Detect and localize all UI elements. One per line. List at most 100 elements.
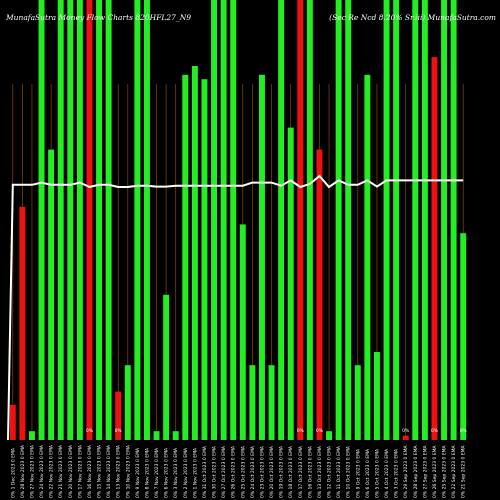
x-tick-label: 0% 5 Oct 2023 0 EMA [375, 448, 381, 498]
bar-up [57, 0, 64, 440]
bar-up [354, 365, 361, 440]
x-tick-label: 0% 12 Oct 2023 0 EMA [327, 445, 333, 498]
x-tick-label: 0% 21 Nov 2023 0 EMA [58, 444, 64, 498]
bar-up [67, 0, 74, 440]
bar-down [297, 0, 304, 440]
bar-up [220, 0, 227, 440]
x-tick-label: 0% 3 Nov 2023 0 EMA [173, 447, 179, 498]
bar-down [86, 0, 93, 440]
x-tick-label: 0% 29 Sep 2023 0 EMA [403, 444, 409, 498]
bar-up [153, 431, 160, 440]
marker-label: 0% [297, 428, 305, 434]
x-tick-labels: 0% 1 Dec 2023 0 EMA 0% 28 Nov 2023 0 EMA 0… [10, 444, 466, 498]
x-tick-label: 0% 8 Nov 2023 0 EMA [145, 447, 151, 498]
bar-up [191, 66, 198, 440]
x-tick-label: 0% 26 Sep 2023 0 EMA [432, 444, 438, 498]
bar-down [431, 57, 438, 440]
x-tick-label: 0% 28 Nov 2023 0 EMA [20, 444, 26, 498]
x-tick-label: 0% 30 Oct 2023 0 EMA [212, 445, 218, 498]
bar-up [239, 224, 246, 440]
bar-up [335, 0, 342, 440]
bar-up [258, 74, 265, 441]
x-tick-label: 0% 15 Nov 2023 0 EMA [97, 444, 103, 498]
x-tick-label: 0% 19 Oct 2023 0 EMA [279, 445, 285, 498]
x-tick-label: 0% 20 Oct 2023 0 EMA [269, 445, 275, 498]
x-tick-label: 0% 16 Oct 2023 0 EMA [307, 445, 313, 498]
x-tick-label: 0% 25 Sep 2023 0 EMA [442, 444, 448, 498]
bar-up [278, 0, 285, 440]
x-tick-label: 0% 21 Sep 2023 0 EMA [461, 444, 467, 498]
bar-down [9, 404, 16, 440]
bar-up [76, 0, 83, 440]
bar-down [402, 435, 409, 440]
bar-up [421, 0, 428, 440]
bar-up [441, 0, 448, 440]
bar-up [48, 149, 55, 440]
x-tick-label: 0% 25 Oct 2023 0 EMA [240, 445, 246, 498]
x-tick-label: 0% 1 Dec 2023 0 EMA [10, 447, 16, 498]
bar-up [373, 352, 380, 440]
bar-up [211, 0, 218, 440]
bar-up [163, 294, 170, 440]
bar-up [230, 0, 237, 440]
bar-up [172, 431, 179, 440]
bar-up [124, 365, 131, 440]
bar-up [345, 0, 352, 440]
money-flow-line [7, 174, 464, 441]
x-tick-label: 0% 22 Sep 2023 0 EMA [451, 444, 457, 498]
bar-up [38, 0, 45, 440]
marker-label: 0% [431, 428, 439, 434]
x-tick-label: 0% 10 Oct 2023 0 EMA [346, 445, 352, 498]
marker-label: 0% [86, 428, 94, 434]
bar-up [96, 0, 103, 440]
marker-label: 0% [316, 428, 324, 434]
x-tick-label: 0% 20 Nov 2023 0 EMA [68, 444, 74, 498]
bar-up [326, 431, 333, 440]
bar-up [460, 233, 467, 440]
x-tick-label: 0% 27 Nov 2023 0 EMA [30, 444, 36, 498]
x-tick-label: 0% 1 Nov 2023 0 EMA [192, 447, 198, 498]
x-tick-label: 0% 14 Nov 2023 0 EMA [106, 444, 112, 498]
bar-up [105, 0, 112, 440]
x-tick-label: 0% 13 Nov 2023 0 EMA [116, 444, 122, 498]
x-tick-label: 0% 10 Nov 2023 0 EMA [125, 444, 131, 498]
x-tick-label: 0% 17 Oct 2023 0 EMA [298, 445, 304, 498]
bar-up [143, 0, 150, 440]
x-tick-label: 0% 24 Nov 2023 0 EMA [39, 444, 45, 498]
chart-header-right: (Sec Re Ncd 8.20% Sr.iii) MunafaSutra.co… [329, 13, 496, 22]
marker-label: 0% [115, 428, 123, 434]
x-tick-label: 0% 6 Oct 2023 0 EMA [365, 448, 371, 498]
bar-up [28, 431, 35, 440]
x-tick-label: 0% 7 Nov 2023 0 EMA [154, 447, 160, 498]
x-tick-label: 0% 13 Oct 2023 0 EMA [317, 445, 323, 498]
x-tick-label: 0% 9 Nov 2023 0 EMA [135, 447, 141, 498]
marker-labels: 0% 0% 0% 0% 0% 0% 0% [86, 428, 468, 434]
bar-up [306, 0, 313, 440]
bar-down [316, 149, 323, 440]
x-tick-label: 0% 31 Oct 2023 0 EMA [202, 445, 208, 498]
x-tick-label: 0% 18 Oct 2023 0 EMA [288, 445, 294, 498]
x-tick-label: 0% 2 Nov 2023 0 EMA [183, 447, 189, 498]
x-tick-label: 0% 23 Oct 2023 0 EMA [260, 445, 266, 498]
x-tick-label: 0% 27 Oct 2023 0 EMA [221, 445, 227, 498]
bar-up [412, 0, 419, 440]
x-tick-label: 0% 9 Oct 2023 0 EMA [355, 448, 361, 498]
bar-up [393, 0, 400, 440]
bar-up [134, 0, 141, 440]
bar-down [19, 206, 26, 440]
x-tick-label: 0% 4 Oct 2023 0 EMA [384, 448, 390, 498]
x-tick-label: 0% 11 Oct 2023 0 EMA [336, 445, 342, 498]
bar-up [287, 127, 294, 440]
marker-label: 0% [460, 428, 468, 434]
x-tick-label: 0% 3 Oct 2023 0 EMA [394, 448, 400, 498]
x-tick-label: 0% 17 Nov 2023 0 EMA [77, 444, 83, 498]
bar-up [268, 365, 275, 440]
bar-up [364, 74, 371, 441]
chart-header-left: MunafaSutra Money Flow Charts 820HFL27_N… [5, 13, 191, 22]
x-tick-label: 0% 24 Oct 2023 0 EMA [250, 445, 256, 498]
x-tick-label: 0% 26 Oct 2023 0 EMA [231, 445, 237, 498]
bar-up [182, 74, 189, 441]
x-tick-label: 0% 27 Sep 2023 0 EMA [422, 444, 428, 498]
x-tick-label: 0% 6 Nov 2023 0 EMA [164, 447, 170, 498]
